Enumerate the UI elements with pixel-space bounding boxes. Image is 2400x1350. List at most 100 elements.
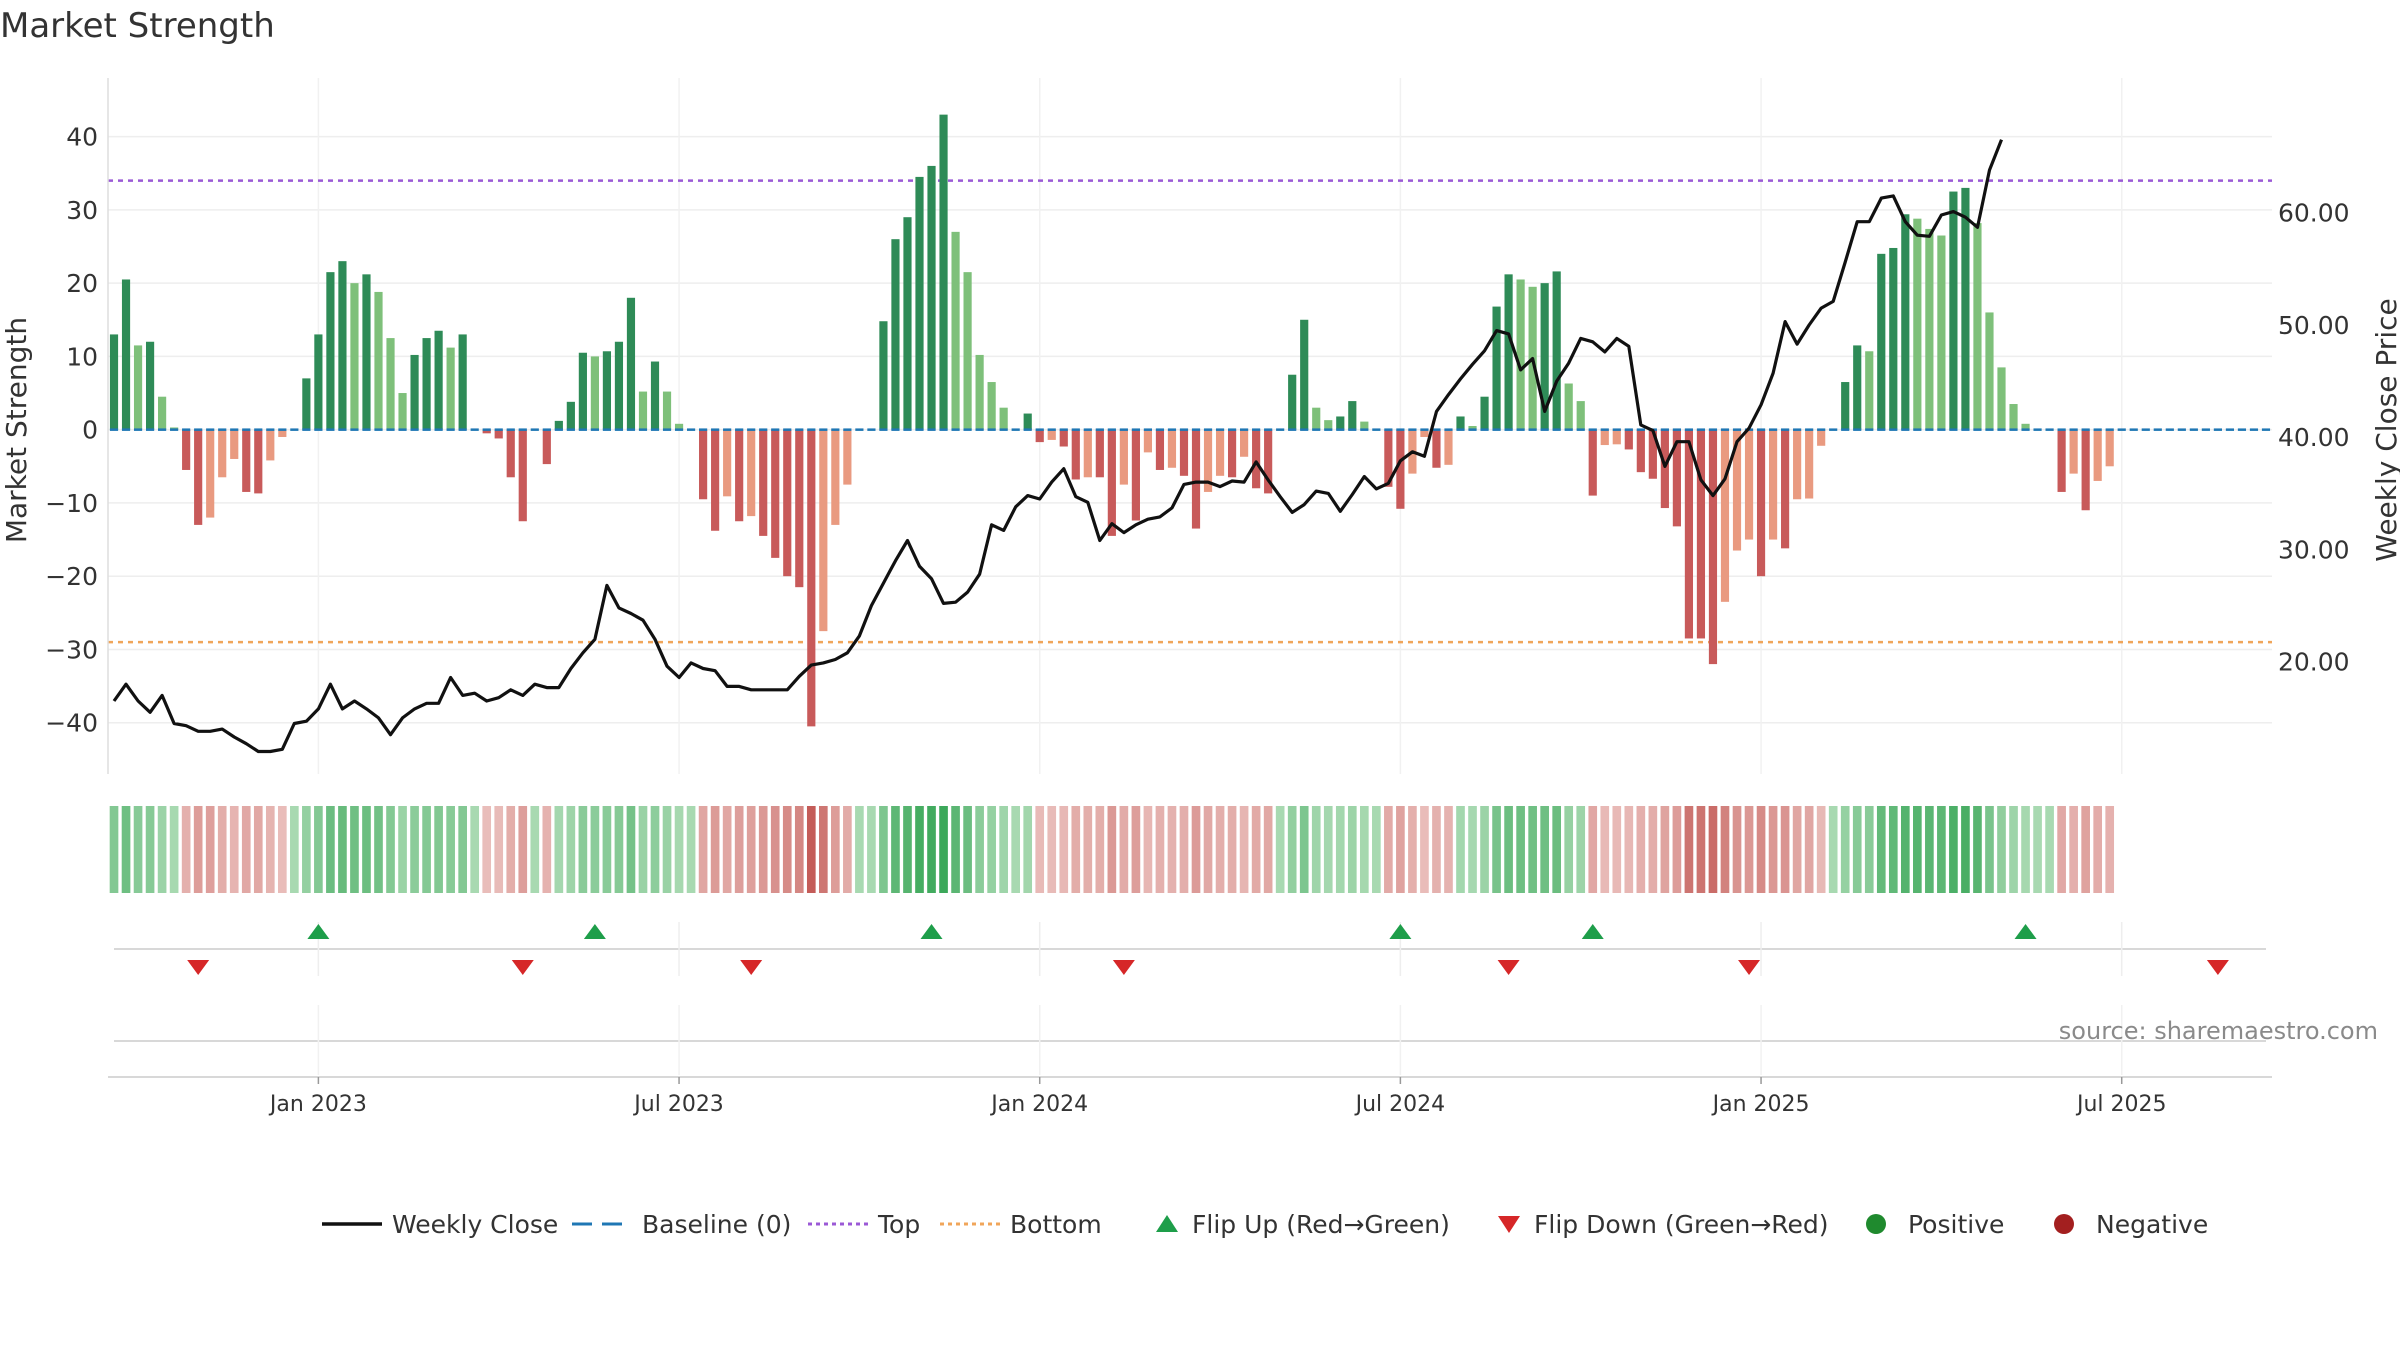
strength-bar bbox=[1853, 345, 1862, 430]
heat-cell bbox=[1323, 806, 1333, 893]
heat-cell bbox=[903, 806, 912, 893]
strength-bar bbox=[362, 274, 371, 430]
heat-cell bbox=[758, 806, 768, 893]
legend-item-line: Weekly Close bbox=[392, 1210, 558, 1239]
strength-bar bbox=[1059, 429, 1068, 447]
heat-cell bbox=[1973, 806, 1982, 893]
strength-bar bbox=[326, 272, 335, 430]
heat-cell bbox=[1913, 806, 1922, 893]
heat-cell bbox=[1347, 806, 1357, 893]
heat-cell bbox=[1600, 806, 1610, 893]
strength-bar bbox=[230, 429, 239, 459]
strength-bar bbox=[1793, 429, 1802, 500]
strength-bar bbox=[1336, 416, 1345, 430]
strength-bar bbox=[458, 334, 467, 430]
strength-bar bbox=[1396, 429, 1405, 509]
strength-bar bbox=[1937, 235, 1946, 430]
heat-cell bbox=[1840, 806, 1850, 893]
strength-bar bbox=[1071, 429, 1080, 480]
strength-bar bbox=[1300, 319, 1309, 430]
strength-bar bbox=[482, 429, 491, 434]
strength-bar bbox=[410, 354, 419, 430]
strength-bar bbox=[1492, 306, 1501, 430]
flip-up-marker bbox=[307, 924, 330, 939]
strength-bar bbox=[578, 352, 587, 430]
heat-cell bbox=[650, 806, 660, 893]
strength-bar bbox=[2105, 429, 2114, 467]
strength-bar bbox=[1023, 413, 1032, 430]
strength-bar bbox=[1215, 429, 1225, 476]
heat-cell bbox=[1708, 806, 1718, 893]
gridlines bbox=[108, 78, 2272, 774]
strength-bar bbox=[566, 401, 575, 430]
strength-bar bbox=[879, 321, 888, 430]
strength-bar bbox=[158, 396, 167, 430]
heat-cell bbox=[939, 806, 948, 893]
strength-bar bbox=[1324, 420, 1333, 430]
heat-cell bbox=[157, 806, 167, 893]
heat-cell bbox=[1444, 806, 1453, 893]
strength-bar bbox=[1444, 429, 1453, 465]
y-tick-left: −40 bbox=[45, 709, 98, 738]
strength-bar bbox=[1083, 429, 1092, 478]
heat-cell bbox=[217, 806, 227, 893]
heat-cell bbox=[662, 806, 672, 893]
weekly-close-series bbox=[112, 139, 2003, 754]
heat-cell bbox=[133, 806, 143, 893]
heat-cell bbox=[277, 806, 287, 893]
strength-bar bbox=[1865, 351, 1874, 430]
heat-cell bbox=[494, 806, 504, 893]
strength-bar bbox=[1095, 429, 1104, 478]
heat-cell bbox=[1131, 806, 1141, 893]
heat-cell bbox=[987, 806, 996, 893]
strength-bar bbox=[1360, 421, 1369, 430]
heat-cell bbox=[181, 806, 191, 893]
flip-down-marker bbox=[740, 960, 763, 975]
strength-bar bbox=[1997, 367, 2006, 430]
strength-bar bbox=[807, 429, 816, 727]
heat-cell bbox=[193, 806, 203, 893]
heat-cell bbox=[1985, 806, 1994, 893]
strength-bar bbox=[254, 429, 263, 494]
strength-bar bbox=[662, 391, 672, 430]
strength-bar bbox=[1167, 429, 1177, 468]
strength-bar bbox=[2069, 429, 2078, 474]
flip-down-marker bbox=[187, 960, 210, 975]
heat-cell bbox=[963, 806, 972, 893]
heat-cell bbox=[253, 806, 263, 893]
strength-bar bbox=[1961, 187, 1970, 430]
heat-cell bbox=[1372, 806, 1381, 893]
strength-bar bbox=[506, 429, 515, 478]
strength-bar bbox=[1035, 429, 1044, 443]
strength-bar bbox=[1552, 271, 1561, 430]
strength-bar bbox=[843, 429, 852, 485]
strength-bar bbox=[494, 429, 503, 439]
strength-bar bbox=[1756, 429, 1766, 577]
strength-bar bbox=[278, 429, 287, 437]
heat-cell bbox=[1059, 806, 1069, 893]
strength-bar bbox=[1312, 407, 1321, 430]
strength-bar bbox=[795, 429, 804, 588]
heat-cell bbox=[1359, 806, 1369, 893]
heat-cell bbox=[1420, 806, 1429, 893]
heat-cell bbox=[1203, 806, 1213, 893]
heat-cell bbox=[1396, 806, 1405, 893]
y-tick-left: −20 bbox=[45, 562, 98, 591]
strength-bar bbox=[987, 382, 996, 430]
strength-bar bbox=[1732, 429, 1742, 551]
y-tick-left: 30 bbox=[66, 196, 98, 225]
flip-up-marker bbox=[1581, 924, 1604, 939]
strength-bar bbox=[1468, 426, 1477, 430]
heat-cell bbox=[1756, 806, 1766, 893]
heat-cell bbox=[855, 806, 864, 893]
strength-bar bbox=[302, 378, 311, 430]
heat-cell bbox=[891, 806, 900, 893]
strength-bar bbox=[1768, 429, 1778, 540]
strength-bar bbox=[1155, 429, 1165, 470]
heat-cell bbox=[1672, 806, 1682, 893]
heat-cell bbox=[843, 806, 852, 893]
heat-cell bbox=[1528, 806, 1537, 893]
strength-bar bbox=[1288, 374, 1297, 430]
heat-cell bbox=[109, 806, 119, 893]
